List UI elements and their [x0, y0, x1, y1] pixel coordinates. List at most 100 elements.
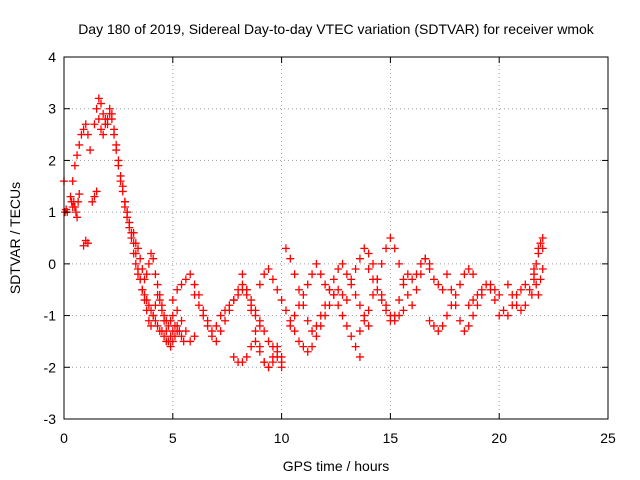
data-point — [538, 265, 547, 274]
data-point — [368, 259, 377, 268]
data-point — [403, 270, 412, 279]
data-point — [147, 249, 156, 258]
data-point — [96, 99, 105, 108]
data-point — [190, 290, 199, 299]
data-point — [373, 285, 382, 294]
data-point — [131, 239, 140, 248]
data-point — [138, 265, 147, 274]
data-point — [99, 130, 108, 139]
data-point — [238, 358, 247, 367]
data-point — [264, 337, 273, 346]
plot-frame — [63, 56, 609, 420]
data-point — [299, 342, 308, 351]
data-point — [429, 275, 438, 284]
data-point — [151, 270, 160, 279]
data-point — [177, 280, 186, 289]
data-point — [355, 327, 364, 336]
data-point — [538, 244, 547, 253]
data-point — [495, 290, 504, 299]
series-arc-13 — [255, 265, 351, 356]
data-point — [260, 270, 269, 279]
data-point — [338, 311, 347, 320]
data-point — [281, 306, 290, 315]
data-point — [512, 301, 521, 310]
data-point — [508, 290, 517, 299]
data-point — [456, 280, 465, 289]
data-point — [229, 296, 238, 305]
series-arc-24 — [527, 239, 547, 299]
data-point — [464, 265, 473, 274]
data-point — [442, 311, 451, 320]
data-point — [390, 244, 399, 253]
y-tick-label: 2 — [48, 152, 56, 168]
data-point — [412, 270, 421, 279]
data-point — [303, 280, 312, 289]
data-point — [181, 275, 190, 284]
data-point — [170, 332, 179, 341]
data-point — [425, 316, 434, 325]
data-point — [281, 244, 290, 253]
data-point — [536, 239, 545, 248]
data-point — [260, 327, 269, 336]
data-point — [92, 187, 101, 196]
data-point — [382, 244, 391, 253]
data-point — [342, 321, 351, 330]
data-point — [382, 306, 391, 315]
data-point — [277, 358, 286, 367]
data-point — [251, 327, 260, 336]
x-tick-label: 5 — [169, 430, 177, 446]
x-tick-label: 10 — [274, 430, 290, 446]
data-point — [160, 311, 169, 320]
data-point — [68, 177, 77, 186]
data-point — [408, 275, 417, 284]
data-point — [242, 352, 251, 361]
grid-lines — [64, 57, 608, 419]
series-arc-5 — [88, 187, 101, 206]
data-point — [125, 218, 134, 227]
data-point — [75, 190, 84, 199]
data-point — [194, 301, 203, 310]
data-point — [525, 285, 534, 294]
data-point — [203, 321, 212, 330]
data-point — [377, 296, 386, 305]
data-point — [86, 146, 95, 155]
data-point — [399, 280, 408, 289]
data-point — [368, 275, 377, 284]
data-point — [83, 239, 92, 248]
data-point — [451, 290, 460, 299]
data-point — [321, 301, 330, 310]
data-point — [216, 327, 225, 336]
data-point — [229, 352, 238, 361]
data-point — [101, 120, 110, 129]
data-point — [286, 321, 295, 330]
data-point — [92, 104, 101, 113]
y-tick-label: 4 — [48, 49, 56, 65]
data-point — [460, 270, 469, 279]
data-point — [295, 285, 304, 294]
data-point — [286, 254, 295, 263]
data-point — [442, 270, 451, 279]
series-arc-7 — [94, 104, 182, 351]
series-arc-15 — [286, 259, 364, 361]
data-point — [312, 332, 321, 341]
data-point — [90, 192, 99, 201]
x-tick-label: 20 — [491, 430, 507, 446]
data-point — [83, 130, 92, 139]
data-point — [123, 208, 132, 217]
data-point — [168, 337, 177, 346]
data-point — [329, 275, 338, 284]
data-point — [486, 280, 495, 289]
data-point — [521, 280, 530, 289]
data-point — [75, 140, 84, 149]
data-point — [364, 265, 373, 274]
data-point — [166, 342, 175, 351]
data-points — [60, 94, 547, 372]
data-point — [390, 311, 399, 320]
data-point — [212, 321, 221, 330]
data-point — [395, 259, 404, 268]
data-point — [334, 301, 343, 310]
data-point — [312, 259, 321, 268]
data-point — [277, 296, 286, 305]
data-point — [120, 197, 129, 206]
